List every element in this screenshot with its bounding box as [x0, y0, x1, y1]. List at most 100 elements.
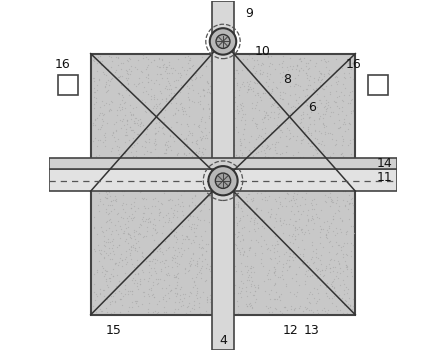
Point — [308, 272, 315, 278]
Point — [152, 277, 159, 282]
Point — [339, 299, 346, 304]
Point — [168, 206, 175, 211]
Point — [150, 58, 157, 63]
Point — [119, 166, 126, 172]
Point — [112, 290, 119, 296]
Point — [131, 81, 138, 87]
Point — [151, 143, 158, 148]
Point — [212, 161, 219, 167]
Point — [205, 193, 212, 198]
Point — [207, 108, 215, 114]
Point — [183, 83, 190, 89]
Point — [321, 161, 328, 167]
Point — [309, 249, 316, 254]
Point — [170, 274, 177, 279]
Point — [223, 170, 231, 176]
Point — [256, 186, 264, 192]
Point — [303, 70, 310, 75]
Point — [320, 73, 327, 79]
Point — [281, 251, 288, 257]
Point — [91, 75, 98, 81]
Point — [153, 141, 160, 146]
Point — [305, 177, 312, 182]
Point — [160, 162, 167, 167]
Point — [183, 71, 190, 77]
Point — [198, 138, 205, 143]
Point — [154, 154, 161, 160]
Point — [275, 253, 282, 259]
Point — [157, 245, 164, 251]
Point — [132, 247, 139, 253]
Point — [196, 74, 203, 80]
Point — [144, 79, 151, 84]
Point — [195, 123, 202, 128]
Point — [339, 188, 346, 194]
Point — [140, 293, 148, 299]
Point — [232, 231, 239, 237]
Point — [277, 219, 284, 224]
Point — [293, 97, 300, 102]
Point — [178, 208, 186, 214]
Point — [226, 159, 233, 165]
Point — [308, 130, 315, 136]
Point — [276, 258, 283, 264]
Point — [300, 115, 307, 121]
Point — [193, 275, 200, 280]
Point — [196, 187, 203, 193]
Point — [349, 296, 356, 302]
Point — [258, 144, 265, 149]
Point — [125, 304, 132, 310]
Point — [121, 112, 128, 118]
Point — [273, 289, 280, 294]
Point — [249, 198, 256, 204]
Point — [337, 216, 344, 221]
Point — [289, 184, 296, 190]
Point — [233, 152, 240, 158]
Point — [144, 62, 151, 68]
Point — [145, 181, 152, 187]
Point — [175, 71, 182, 76]
Point — [286, 239, 293, 245]
Point — [223, 159, 230, 165]
Point — [343, 264, 351, 270]
Point — [338, 90, 345, 95]
Point — [234, 179, 241, 185]
Point — [284, 143, 291, 148]
Point — [173, 274, 180, 280]
Point — [206, 170, 213, 175]
Point — [153, 281, 161, 287]
Point — [328, 196, 335, 201]
Point — [208, 176, 215, 182]
Point — [269, 165, 277, 171]
Point — [145, 71, 152, 77]
Point — [256, 178, 263, 184]
Point — [236, 143, 244, 148]
Point — [165, 180, 172, 186]
Point — [114, 210, 121, 216]
Point — [207, 196, 214, 201]
Point — [230, 63, 237, 69]
Point — [320, 86, 327, 92]
Point — [277, 215, 284, 220]
Point — [250, 57, 257, 63]
Point — [244, 184, 251, 189]
Point — [232, 214, 240, 220]
Point — [250, 269, 257, 274]
Point — [293, 184, 300, 190]
Point — [273, 239, 281, 244]
Point — [310, 216, 317, 221]
Point — [213, 272, 220, 277]
Point — [125, 230, 132, 236]
Point — [259, 90, 266, 96]
Point — [304, 60, 311, 66]
Point — [158, 71, 165, 77]
Point — [167, 226, 174, 232]
Point — [137, 119, 145, 125]
Point — [108, 293, 115, 299]
Point — [108, 219, 115, 225]
Point — [283, 221, 290, 227]
Point — [114, 136, 121, 141]
Point — [224, 105, 231, 111]
Point — [343, 182, 350, 187]
Point — [173, 105, 180, 111]
